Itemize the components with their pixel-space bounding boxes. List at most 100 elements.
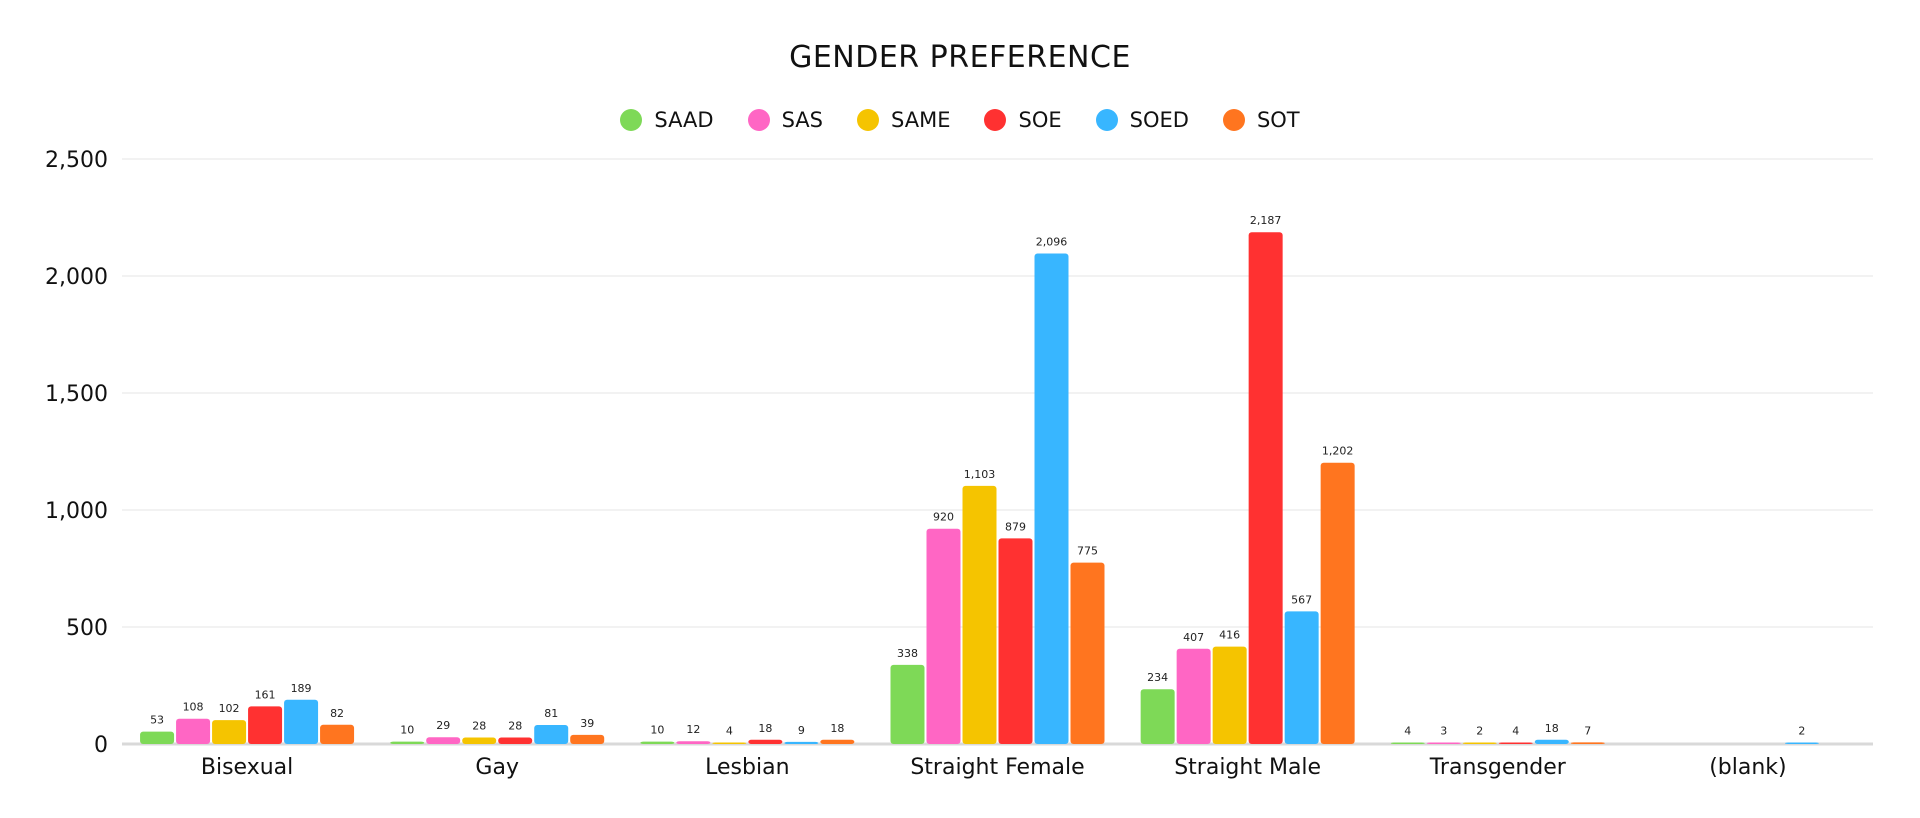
data-label: 82 xyxy=(330,707,344,720)
data-label: 18 xyxy=(830,722,844,735)
bar-soed[interactable] xyxy=(1784,742,1819,745)
x-tick-label: Straight Female xyxy=(910,755,1084,780)
bar-soed[interactable] xyxy=(1284,611,1319,744)
x-tick-label: Lesbian xyxy=(705,755,789,780)
bar-sot[interactable] xyxy=(1320,462,1355,744)
bar-same[interactable] xyxy=(1462,742,1497,745)
x-tick-label: Straight Male xyxy=(1174,755,1321,780)
bar-same[interactable] xyxy=(712,742,747,745)
bar-soe[interactable] xyxy=(1498,742,1533,745)
bar-saad[interactable] xyxy=(640,741,675,744)
data-label: 3 xyxy=(1440,725,1447,738)
legend-label: SAS xyxy=(781,108,823,132)
legend-label: SAAD xyxy=(654,108,714,132)
bar-sas[interactable] xyxy=(426,737,461,744)
x-tick-label: Bisexual xyxy=(201,755,293,780)
data-label: 18 xyxy=(1545,722,1559,735)
data-label: 9 xyxy=(798,724,805,737)
legend-swatch xyxy=(620,109,643,131)
bar-soe[interactable] xyxy=(1248,232,1283,744)
legend-swatch xyxy=(857,109,879,131)
bar-saad[interactable] xyxy=(1140,689,1175,744)
legend-swatch xyxy=(747,109,770,131)
data-label: 879 xyxy=(1005,520,1026,533)
legend-item-sas[interactable]: SAS xyxy=(747,108,823,132)
y-tick-label: 1,000 xyxy=(45,499,108,524)
legend-item-same[interactable]: SAME xyxy=(857,108,950,132)
legend-item-sot[interactable]: SOT xyxy=(1222,108,1300,132)
bar-sas[interactable] xyxy=(1176,648,1211,744)
data-label: 416 xyxy=(1219,629,1240,642)
bar-soed[interactable] xyxy=(284,699,319,744)
bar-saad[interactable] xyxy=(140,731,175,744)
bar-soe[interactable] xyxy=(998,538,1033,744)
bar-sot[interactable] xyxy=(1070,562,1105,744)
legend-item-soe[interactable]: SOE xyxy=(984,108,1062,132)
bar-sas[interactable] xyxy=(926,528,961,744)
legend-label: SOED xyxy=(1129,108,1189,132)
legend-label: SAME xyxy=(891,108,951,132)
data-label: 28 xyxy=(508,719,522,732)
data-label: 4 xyxy=(1512,725,1519,738)
data-label: 4 xyxy=(1404,725,1411,738)
bar-soed[interactable] xyxy=(784,741,819,744)
bar-saad[interactable] xyxy=(390,741,425,744)
bar-soe[interactable] xyxy=(748,739,783,744)
x-tick-label: Gay xyxy=(475,755,519,780)
data-label: 1,103 xyxy=(964,468,996,481)
bar-soe[interactable] xyxy=(498,737,533,744)
bar-same[interactable] xyxy=(462,737,497,744)
bar-sas[interactable] xyxy=(676,741,711,744)
y-tick-label: 0 xyxy=(94,733,108,758)
bar-sas[interactable] xyxy=(176,718,211,744)
bar-soe[interactable] xyxy=(248,706,283,744)
bar-sot[interactable] xyxy=(1570,742,1605,744)
data-label: 10 xyxy=(400,724,414,737)
data-label: 161 xyxy=(255,688,276,701)
data-label: 407 xyxy=(1183,631,1204,644)
bar-saad[interactable] xyxy=(890,664,925,744)
data-label: 29 xyxy=(436,719,450,732)
legend-item-saad[interactable]: SAAD xyxy=(620,108,714,132)
data-label: 338 xyxy=(897,647,918,660)
legend-label: SOT xyxy=(1256,108,1300,132)
data-label: 108 xyxy=(183,701,204,714)
data-label: 12 xyxy=(686,723,700,736)
y-tick-label: 2,000 xyxy=(45,265,108,290)
data-label: 28 xyxy=(472,719,486,732)
legend-swatch xyxy=(1222,109,1245,131)
data-label: 189 xyxy=(291,682,312,695)
data-label: 2,187 xyxy=(1250,214,1282,227)
data-label: 2,096 xyxy=(1036,236,1068,249)
legend-item-soed[interactable]: SOED xyxy=(1095,108,1189,132)
bar-same[interactable] xyxy=(212,720,247,744)
x-tick-label: Transgender xyxy=(1429,755,1567,780)
bar-soed[interactable] xyxy=(1034,253,1069,744)
data-label: 234 xyxy=(1147,671,1168,684)
data-label: 567 xyxy=(1291,593,1312,606)
data-label: 102 xyxy=(219,702,240,715)
data-label: 920 xyxy=(933,511,954,524)
data-label: 18 xyxy=(758,722,772,735)
bar-same[interactable] xyxy=(1212,646,1247,744)
bar-soed[interactable] xyxy=(1534,739,1569,744)
data-label: 10 xyxy=(650,724,664,737)
bar-sas[interactable] xyxy=(1426,742,1461,745)
y-tick-label: 1,500 xyxy=(45,382,108,407)
bar-sot[interactable] xyxy=(820,739,855,744)
bar-same[interactable] xyxy=(962,485,997,744)
bar-soed[interactable] xyxy=(534,725,569,744)
legend: SAAD SAS SAME SOE SOED SOT xyxy=(0,108,1920,132)
data-label: 775 xyxy=(1077,545,1098,558)
data-label: 2 xyxy=(1476,725,1483,738)
data-label: 4 xyxy=(726,725,733,738)
bar-saad[interactable] xyxy=(1390,742,1425,745)
bar-sot[interactable] xyxy=(320,724,355,744)
data-label: 81 xyxy=(544,707,558,720)
legend-swatch xyxy=(984,109,1007,131)
data-label: 39 xyxy=(580,717,594,730)
bar-sot[interactable] xyxy=(570,734,605,744)
legend-label: SOE xyxy=(1018,108,1062,132)
chart-title: GENDER PREFERENCE xyxy=(789,40,1131,75)
